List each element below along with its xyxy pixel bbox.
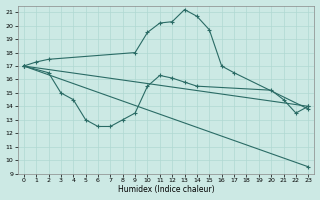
X-axis label: Humidex (Indice chaleur): Humidex (Indice chaleur) [118, 185, 214, 194]
